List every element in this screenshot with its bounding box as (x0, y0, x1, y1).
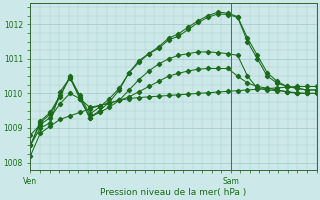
X-axis label: Pression niveau de la mer( hPa ): Pression niveau de la mer( hPa ) (100, 188, 247, 197)
